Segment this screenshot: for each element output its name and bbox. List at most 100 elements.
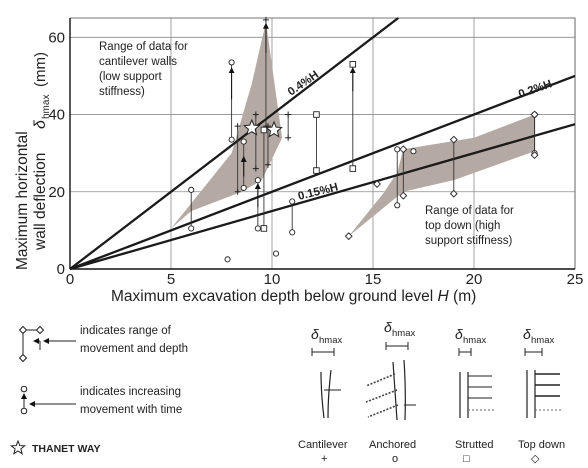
- marker-anchored: [228, 59, 235, 66]
- line-label-0.4: 0.4%H: [286, 69, 321, 99]
- marker-thanet-way: [265, 120, 283, 138]
- cantilever-marker: +: [321, 453, 327, 465]
- cantilever-sub: hmax: [319, 335, 342, 346]
- region-cantilever: [171, 21, 283, 229]
- legend-thanet: THANET WAY: [9, 439, 100, 455]
- star-icon: [9, 439, 27, 455]
- x-tick-label: 20: [466, 271, 483, 288]
- topdown-delta: δ: [523, 326, 531, 342]
- marker-anchored: [188, 225, 195, 232]
- data-ranges: [190, 19, 536, 233]
- marker-cantilever: [262, 16, 269, 23]
- marker-anchored: [289, 229, 296, 236]
- line-label-0.2: 0.2%H: [517, 78, 554, 101]
- y-tick-label: 40: [48, 107, 65, 124]
- marker-cantilever: [285, 111, 292, 118]
- x-tick-label: 25: [567, 271, 584, 288]
- grid: [69, 17, 576, 270]
- marker-anchored: [240, 184, 247, 191]
- strutted-wall-icon: [459, 372, 469, 418]
- strutted-sub: hmax: [463, 335, 486, 346]
- region-top-down: [348, 114, 535, 237]
- cantilever-label-line1: Range of data for: [99, 41, 188, 53]
- marker-cantilever: [234, 188, 241, 195]
- topdown-wall-icon: [526, 370, 536, 418]
- topdown-region-label: Range of data for top down (high support…: [425, 205, 514, 247]
- marker-thanet-way: [242, 118, 261, 136]
- marker-anchored: [272, 250, 280, 257]
- data-markers: [188, 16, 539, 263]
- line-label-0.15: 0.15%H: [297, 181, 340, 203]
- marker-anchored: [254, 177, 261, 184]
- y-axis-delta: δ: [32, 119, 49, 129]
- marker-cantilever: [252, 165, 259, 172]
- x-tick-label: 0: [66, 271, 74, 288]
- marker-topdown: [449, 189, 458, 198]
- legend-time-text-2: movement with time: [80, 404, 182, 416]
- marker-anchored: [240, 138, 247, 145]
- y-axis-unit: (mm): [32, 52, 49, 87]
- anchored-sub: hmax: [392, 328, 415, 339]
- x-tick-label: 5: [167, 271, 175, 288]
- legend-time-symbol: [20, 385, 28, 415]
- legend-range-text-2: movement and depth: [80, 343, 188, 355]
- x-axis-label-main: Maximum excavation depth below ground le…: [111, 288, 438, 305]
- x-tick-label: 15: [365, 271, 382, 288]
- y-tick-label: 0: [57, 261, 65, 278]
- marker-topdown: [530, 151, 539, 160]
- line-0.4%H: [69, 17, 399, 270]
- strutted-delta: δ: [455, 326, 463, 342]
- legend-range-text-1: indicates range of: [80, 325, 172, 337]
- cantilever-delta: δ: [311, 326, 319, 342]
- marker-anchored: [289, 198, 296, 205]
- marker-topdown: [399, 145, 408, 154]
- marker-cantilever: [234, 123, 241, 130]
- topdown-label-line1: Range of data for: [425, 205, 514, 217]
- shaded-regions: [171, 21, 535, 237]
- x-axis-label-unit: (m): [449, 288, 477, 305]
- topdown-marker: ◇: [531, 453, 540, 465]
- marker-cantilever: [252, 111, 259, 118]
- marker-strutted: [260, 126, 268, 134]
- x-axis-label-italic: H: [438, 288, 450, 305]
- wall-type-anchored: δ hmax Anchored o: [365, 319, 416, 465]
- x-tick-label: 10: [264, 271, 281, 288]
- x-axis-label: Maximum excavation depth below ground le…: [111, 288, 476, 305]
- marker-topdown: [530, 110, 539, 119]
- y-tick-label: 20: [48, 184, 65, 201]
- marker-cantilever: [264, 161, 271, 168]
- strutted-marker: □: [463, 453, 470, 465]
- topdown-sub: hmax: [531, 335, 554, 346]
- marker-topdown: [373, 180, 381, 188]
- marker-anchored: [394, 202, 401, 209]
- marker-strutted: [313, 167, 320, 174]
- anchored-marker: o: [392, 453, 398, 465]
- y-axis-sub: hmax: [41, 95, 52, 119]
- marker-anchored: [254, 225, 261, 232]
- cantilever-region-label: Range of data for cantilever walls (low …: [99, 41, 188, 98]
- line-0.15%H: [69, 123, 576, 271]
- y-axis-label-line2: wall deflection: [32, 153, 49, 251]
- wall-type-topdown: δ hmax Top down ◇: [518, 326, 565, 465]
- marker-cantilever: [285, 134, 292, 141]
- legend-range-symbol: [18, 325, 45, 363]
- marker-topdown: [399, 191, 408, 200]
- topdown-label-line2: top down (high: [425, 220, 500, 232]
- marker-anchored: [228, 136, 235, 143]
- y-axis-label-symbol: δ hmax (mm): [32, 52, 52, 129]
- topdown-label-line3: support stiffness): [425, 235, 513, 247]
- reference-lines: [69, 17, 576, 271]
- marker-topdown: [449, 135, 458, 144]
- legend-thanet-label: THANET WAY: [32, 443, 100, 455]
- marker-topdown: [344, 232, 353, 241]
- topdown-name: Top down: [518, 439, 565, 451]
- marker-anchored: [188, 186, 195, 193]
- strutted-name: Strutted: [455, 439, 494, 451]
- cantilever-label-line3: (low support: [99, 71, 162, 83]
- marker-strutted: [313, 111, 320, 118]
- marker-strutted: [349, 61, 357, 68]
- wall-type-cantilever: δ hmax Cantilever +: [298, 326, 348, 465]
- anchored-delta: δ: [384, 319, 392, 335]
- y-tick-label: 60: [48, 29, 65, 46]
